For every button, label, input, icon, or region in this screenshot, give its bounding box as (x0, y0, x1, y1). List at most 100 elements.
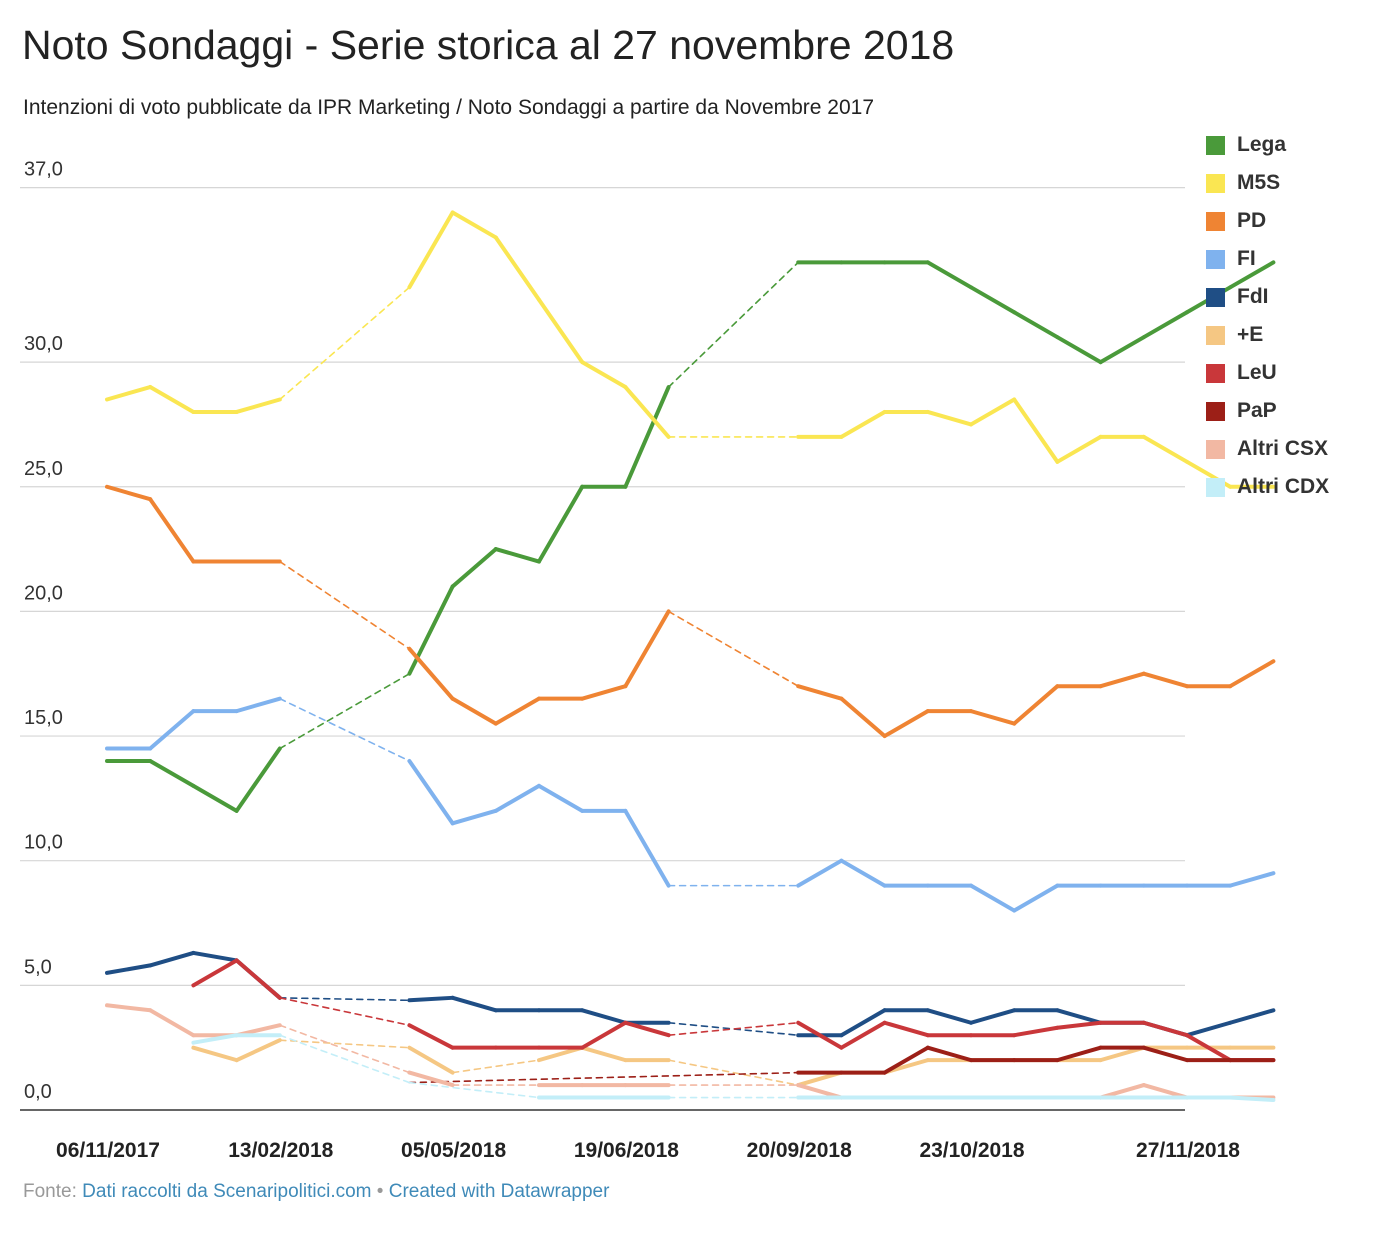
series-segment (580, 1045, 628, 1063)
series-segment (493, 696, 541, 726)
series-segment (1098, 1045, 1146, 1063)
legend-swatch (1206, 439, 1225, 459)
series-segment (148, 950, 196, 968)
legend-swatch (1206, 135, 1225, 155)
series-gap-segment (408, 1081, 540, 1099)
series-segment (925, 409, 973, 427)
legend-label: Altri CDX (1237, 475, 1330, 498)
series-segment (407, 1023, 455, 1050)
series-altri-csx (105, 1003, 1276, 1100)
legend-swatch (1206, 477, 1225, 497)
series-segment (969, 883, 1017, 913)
series-segment (450, 696, 498, 726)
chart-title: Noto Sondaggi - Serie storica al 27 nove… (22, 22, 955, 68)
legend-item-altri-csx: Altri CSX (1206, 430, 1329, 468)
source-prefix: Fonte: (23, 1181, 77, 1202)
series-segment (105, 484, 153, 502)
series-segment (839, 696, 887, 739)
series-segment (407, 995, 455, 1003)
legend-swatch (1206, 363, 1225, 383)
series-segment (925, 1045, 973, 1063)
legend-item-pap: PaP (1206, 392, 1329, 430)
series-gap-segment (667, 1021, 800, 1037)
series-segment (1055, 434, 1103, 464)
series-segment (407, 584, 455, 676)
legend-label: LeU (1237, 361, 1277, 384)
series-segment (839, 858, 887, 888)
series-segment (537, 297, 585, 365)
series-segment (148, 497, 196, 564)
series-segment (191, 783, 239, 813)
x-tick-label: 23/10/2018 (919, 1139, 1024, 1162)
series-segment (148, 709, 196, 751)
series-segment (191, 1045, 239, 1063)
series-segment (234, 696, 282, 714)
series-segment (925, 1008, 973, 1025)
legend-swatch (1206, 249, 1225, 269)
series-segment (580, 1008, 628, 1025)
legend-label: FI (1237, 247, 1256, 270)
x-tick-label: 20/09/2018 (747, 1139, 852, 1162)
series-segment (1141, 1045, 1189, 1063)
footer: Fonte: Dati raccolti da Scenaripolitici.… (23, 1181, 609, 1203)
legend-label: Altri CSX (1237, 437, 1329, 460)
series-segment (623, 385, 671, 439)
series-gap-segment (278, 1039, 411, 1049)
series-segment (105, 1003, 153, 1013)
series-segment (839, 1008, 887, 1038)
series-segment (191, 958, 239, 988)
series-segment (882, 1020, 930, 1038)
series-segment (1141, 1020, 1189, 1038)
datawrapper-link[interactable]: Created with Datawrapper (388, 1181, 610, 1202)
series-gap-segment (278, 672, 411, 750)
series-segment (1228, 1008, 1276, 1025)
series-gap-segment (451, 1059, 540, 1074)
series-segment (925, 260, 973, 290)
series-gap-segment (408, 1071, 800, 1084)
series-segment (407, 1070, 455, 1088)
legend-label: M5S (1237, 171, 1281, 194)
series-segment (839, 1020, 887, 1050)
series-segment (969, 1008, 1017, 1025)
series-segment (407, 210, 455, 290)
legend-item-fi: FI (1206, 240, 1329, 278)
legend-item-leu: LeU (1206, 354, 1329, 392)
source-link[interactable]: Dati raccolti da Scenaripolitici.com (82, 1181, 372, 1202)
legend-swatch (1206, 287, 1225, 307)
series-gap-segment (278, 697, 411, 762)
series-segment (234, 1038, 282, 1063)
x-tick-label: 19/06/2018 (574, 1139, 679, 1162)
x-tick-label: 27/11/2018 (1136, 1139, 1240, 1162)
series-segment (580, 1020, 628, 1050)
legend-item-altri-cdx: Altri CDX (1206, 468, 1329, 506)
series-segment (105, 385, 153, 402)
series-segment (1185, 1033, 1233, 1063)
series-segment (1141, 434, 1189, 464)
series-gap-segment (278, 286, 411, 401)
series-segment (1055, 1008, 1103, 1025)
series-segment (1012, 684, 1060, 726)
series-segment (1098, 671, 1146, 689)
series-segment (796, 1070, 844, 1088)
series-segment (407, 758, 455, 826)
x-tick-label: 05/05/2018 (401, 1139, 506, 1162)
legend-label: PD (1237, 209, 1267, 232)
series-segment (234, 746, 282, 813)
series-segment (148, 385, 196, 414)
y-tick-label: 25,0 (24, 458, 63, 480)
y-tick-label: 37,0 (24, 159, 63, 181)
legend-item-pd: PD (1206, 202, 1329, 240)
series-segment (537, 484, 585, 564)
legend-item-fdi: FdI (1206, 278, 1329, 316)
series-segment (1012, 397, 1060, 464)
series-segment (450, 547, 498, 589)
series-segment (105, 963, 153, 975)
legend-swatch (1206, 401, 1225, 421)
series-segment (407, 1045, 455, 1075)
series-segment (1012, 310, 1060, 340)
series-segment (1098, 335, 1146, 365)
series-segment (493, 547, 541, 564)
series-segment (148, 1008, 196, 1038)
